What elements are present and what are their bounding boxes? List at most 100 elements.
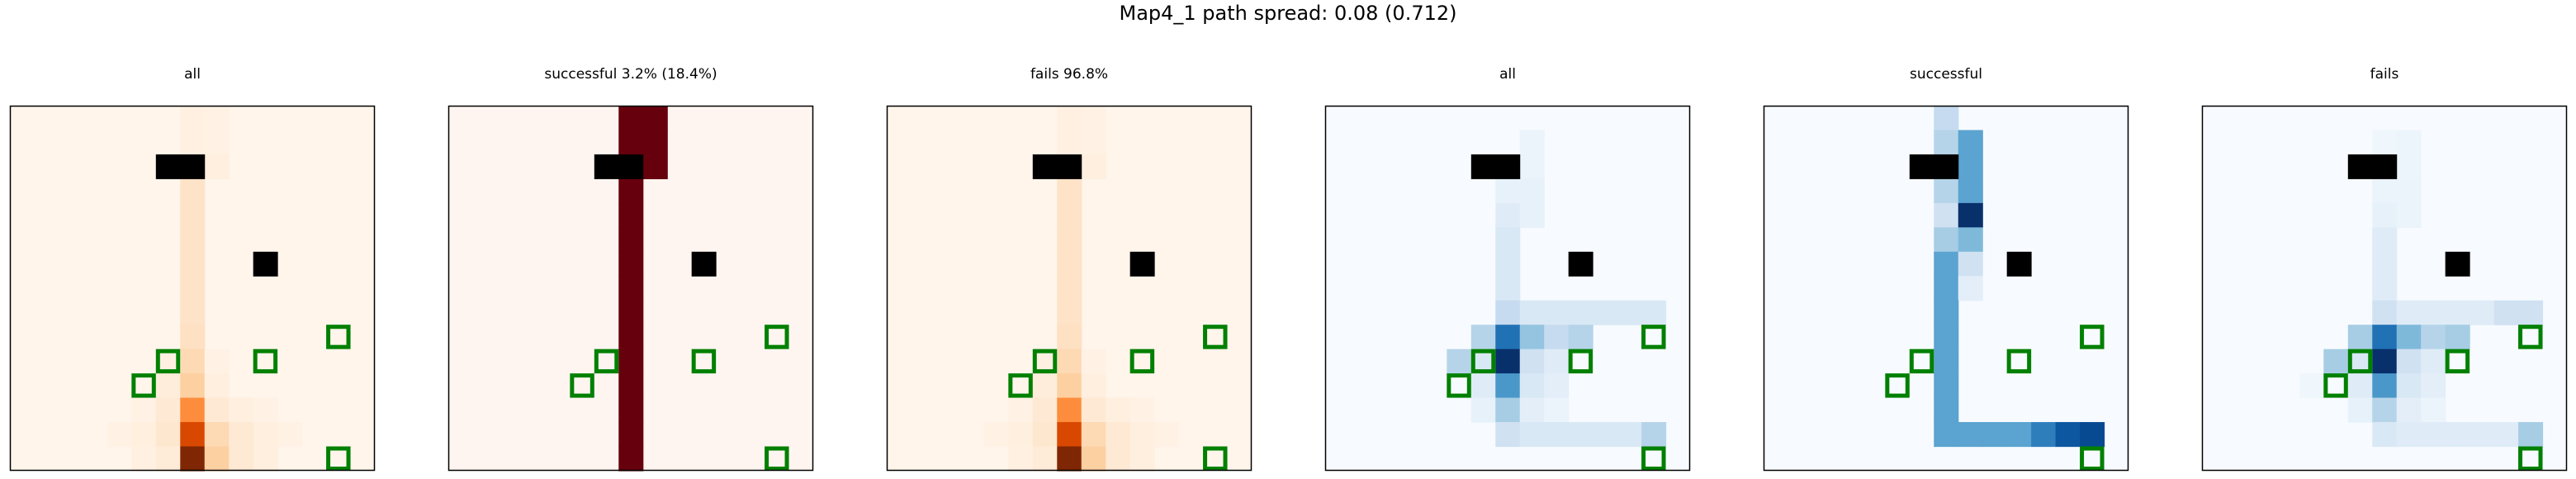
heatmap-cell <box>1982 422 2008 448</box>
heatmap-cell <box>1519 300 1545 325</box>
heatmap-cell <box>131 446 157 472</box>
heatmap-cell <box>1106 422 1131 448</box>
heatmap-cell <box>642 106 668 131</box>
heatmap-cell <box>1495 227 1521 253</box>
obstacle-block <box>2445 251 2470 277</box>
obstacle-block <box>1470 154 1496 179</box>
heatmap-cell <box>180 130 206 155</box>
heatmap-frame <box>9 105 376 472</box>
heatmap-cell <box>1593 422 1618 448</box>
heatmap-cell <box>1495 373 1521 399</box>
heatmap-cell <box>180 373 206 399</box>
heatmap-cell <box>1934 202 1959 228</box>
heatmap-cell <box>229 422 254 448</box>
heatmap-cell <box>1544 397 1570 423</box>
heatmap-cell <box>1008 446 1034 472</box>
obstacle-block <box>155 154 181 179</box>
heatmap-cell <box>1495 202 1521 228</box>
heatmap-cell <box>1934 349 1959 374</box>
heatmap-frame <box>2201 105 2568 472</box>
heatmap-cell <box>2372 373 2398 399</box>
heatmap-cell <box>180 300 206 325</box>
goal-marker <box>155 349 181 374</box>
heatmap-cell <box>1934 422 1959 448</box>
heatmap-cell <box>2396 349 2422 374</box>
heatmap-cell <box>1617 422 1642 448</box>
goal-marker <box>1568 349 1593 374</box>
heatmap-cell <box>180 397 206 423</box>
goal-marker <box>2080 325 2105 349</box>
heatmap-cell <box>253 422 278 448</box>
heatmap-cell <box>2372 130 2398 155</box>
heatmap-panel-6 <box>2201 105 2568 472</box>
heatmap-cell <box>1958 130 1983 155</box>
heatmap-cell <box>2372 202 2398 228</box>
heatmap-cell <box>618 106 644 131</box>
heatmap-cell <box>1081 106 1106 131</box>
heatmap-cell <box>2396 154 2422 179</box>
heatmap-cell <box>1934 397 1959 423</box>
heatmap-cell <box>2006 422 2032 448</box>
heatmap-cell <box>2396 202 2422 228</box>
heatmap-cell <box>180 227 206 253</box>
heatmap-cell <box>1081 130 1106 155</box>
heatmap-cell <box>1934 130 1959 155</box>
heatmap-frame <box>447 105 814 472</box>
heatmap-cell <box>204 422 230 448</box>
obstacle-block <box>1129 251 1155 277</box>
heatmap-cell <box>1519 178 1545 204</box>
heatmap-cell <box>1057 202 1082 228</box>
heatmap-cell <box>155 446 181 472</box>
goal-marker <box>1008 373 1033 398</box>
obstacle-block <box>2372 154 2398 179</box>
obstacle-block <box>618 154 644 179</box>
heatmap-cell <box>2372 178 2398 204</box>
heatmap-cell <box>180 106 206 131</box>
obstacle-block <box>253 251 278 277</box>
heatmap-cell <box>2421 373 2446 399</box>
heatmap-cell <box>1495 276 1521 301</box>
heatmap-cell <box>2445 325 2470 350</box>
heatmap-cell <box>2372 422 2398 448</box>
heatmap-cell <box>2347 373 2373 399</box>
heatmap-cell <box>983 422 1009 448</box>
panel-title-6: fails <box>2370 66 2399 83</box>
heatmap-cell <box>1106 397 1131 423</box>
heatmap-cell <box>1032 373 1058 399</box>
heatmap-cell <box>618 325 644 350</box>
heatmap-cell <box>2493 300 2519 325</box>
heatmap-cell <box>1032 446 1058 472</box>
heatmap-cell <box>180 202 206 228</box>
heatmap-cell <box>1057 300 1082 325</box>
heatmap-cell <box>1129 422 1155 448</box>
obstacle-block <box>1495 154 1521 179</box>
heatmap-cell <box>1032 397 1058 423</box>
heatmap-cell <box>155 397 181 423</box>
heatmap-cell <box>107 422 132 448</box>
heatmap-cell <box>2372 325 2398 350</box>
heatmap-cell <box>253 397 278 423</box>
obstacle-block <box>1568 251 1593 277</box>
heatmap-cell <box>2347 325 2373 350</box>
heatmap-cell <box>1057 446 1082 472</box>
heatmap-cell <box>155 422 181 448</box>
figure-suptitle: Map4_1 path spread: 0.08 (0.712) <box>1119 2 1457 25</box>
heatmap-cell <box>1081 446 1106 472</box>
heatmap-cell <box>1617 300 1642 325</box>
obstacle-block <box>2006 251 2032 277</box>
goal-marker <box>1641 446 1666 471</box>
heatmap-cell <box>180 276 206 301</box>
heatmap-cell <box>1519 397 1545 423</box>
heatmap-cell <box>1568 422 1593 448</box>
heatmap-cell <box>229 446 254 472</box>
heatmap-cell <box>1470 325 1496 350</box>
heatmap-panel-1 <box>9 105 376 472</box>
heatmap-cell <box>1544 422 1570 448</box>
heatmap-cell <box>1057 325 1082 350</box>
heatmap-cell <box>2055 422 2081 448</box>
heatmap-cell <box>2396 422 2422 448</box>
goal-marker <box>1885 373 1910 398</box>
obstacle-block <box>691 251 717 277</box>
heatmap-cell <box>1519 130 1545 155</box>
